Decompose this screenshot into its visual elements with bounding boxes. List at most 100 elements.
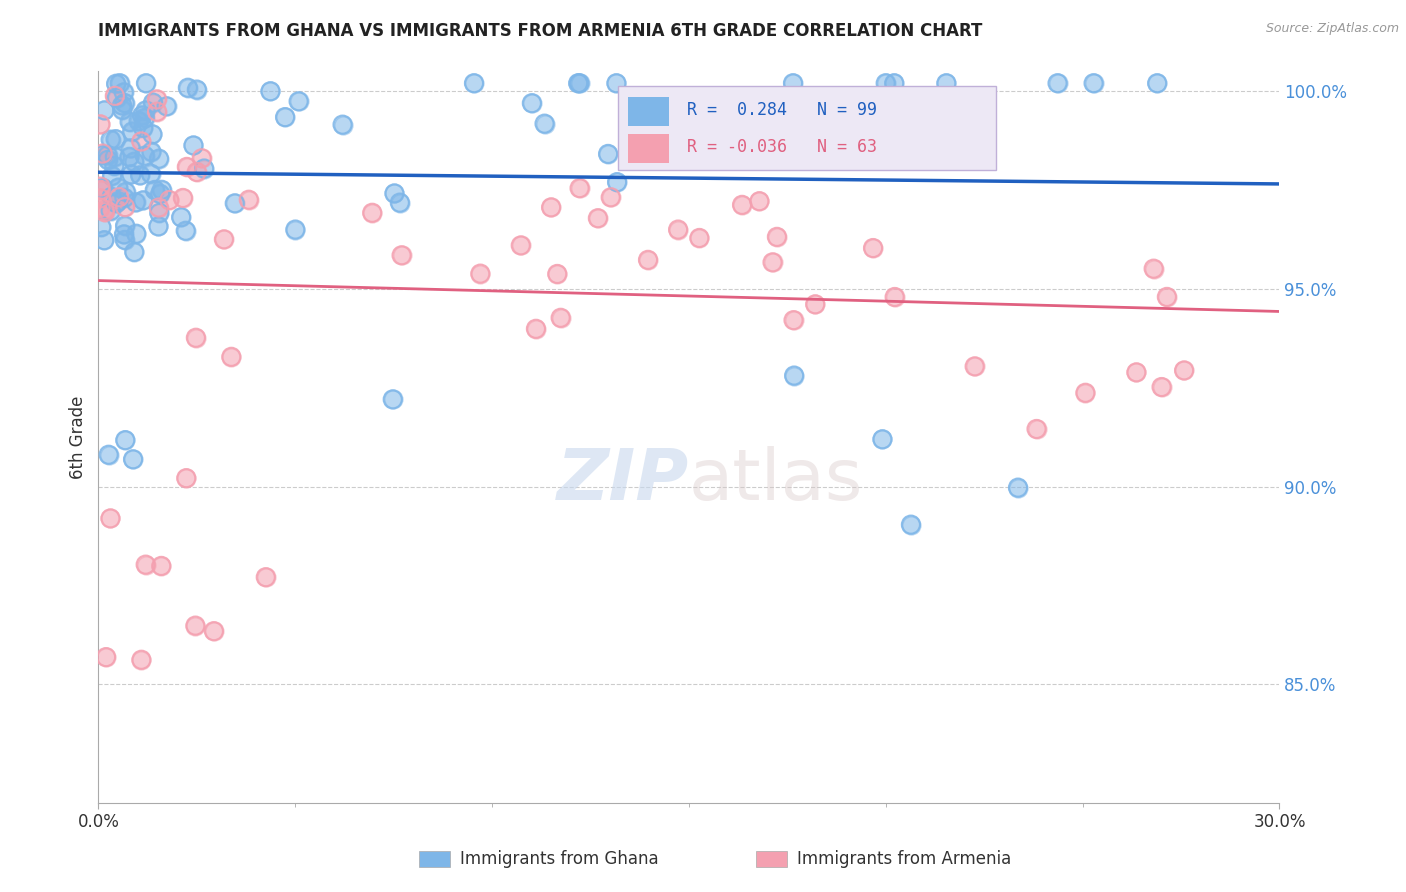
Point [782, 76, 804, 90]
Point [524, 322, 547, 336]
Point [89, 201, 111, 215]
Point [108, 76, 131, 90]
Point [761, 255, 783, 269]
Point [93, 233, 115, 247]
Point [143, 183, 166, 197]
Point [131, 108, 153, 122]
Point [284, 222, 307, 236]
Point [90, 220, 112, 235]
Point [112, 227, 135, 242]
Text: Immigrants from Ghana: Immigrants from Ghana [460, 850, 658, 868]
Point [90, 220, 112, 235]
Point [93, 205, 115, 219]
Point [509, 238, 531, 252]
Point [568, 181, 591, 195]
Point [100, 190, 122, 204]
Point [108, 190, 131, 204]
Point [108, 76, 131, 90]
Point [1074, 385, 1097, 400]
Point [155, 99, 177, 113]
Bar [627, 97, 669, 127]
Point [89, 117, 111, 131]
Point [766, 230, 789, 244]
Point [131, 653, 153, 667]
Point [174, 224, 197, 238]
Point [540, 200, 562, 214]
Point [104, 88, 127, 103]
Point [118, 150, 141, 164]
Point [91, 148, 114, 162]
Point [259, 84, 281, 98]
Point [1007, 481, 1029, 495]
Point [135, 558, 157, 572]
Point [142, 95, 165, 110]
Point [91, 181, 114, 195]
Point [122, 452, 145, 467]
Point [114, 185, 136, 199]
Point [190, 151, 212, 165]
Point [804, 297, 827, 311]
Point [125, 227, 148, 241]
Point [155, 99, 177, 113]
Point [148, 219, 170, 234]
Point [202, 624, 225, 639]
Point [567, 76, 589, 90]
Point [93, 103, 115, 118]
Point [104, 150, 127, 164]
Point [1074, 385, 1097, 400]
Point [90, 183, 112, 197]
Point [766, 230, 789, 244]
Point [134, 149, 156, 163]
Point [149, 186, 172, 201]
Point [96, 148, 118, 162]
Point [361, 206, 384, 220]
Point [139, 167, 162, 181]
Point [174, 224, 197, 238]
Point [150, 558, 173, 573]
Point [100, 511, 122, 525]
Point [540, 200, 562, 214]
Point [114, 433, 136, 447]
Point [111, 98, 134, 112]
Point [93, 233, 115, 247]
Point [114, 233, 136, 247]
Point [104, 88, 127, 103]
Point [935, 76, 957, 90]
Point [104, 132, 127, 146]
Point [1143, 261, 1166, 276]
Point [586, 211, 609, 226]
Point [125, 227, 148, 241]
Point [599, 190, 621, 204]
Point [105, 91, 128, 105]
Point [381, 392, 404, 407]
Point [129, 135, 152, 149]
Point [782, 313, 804, 327]
Text: IMMIGRANTS FROM GHANA VS IMMIGRANTS FROM ARMENIA 6TH GRADE CORRELATION CHART: IMMIGRANTS FROM GHANA VS IMMIGRANTS FROM… [98, 22, 983, 40]
Point [224, 196, 246, 211]
Point [148, 219, 170, 234]
Point [131, 108, 153, 122]
Point [384, 186, 406, 201]
Point [134, 103, 156, 118]
Point [870, 140, 893, 154]
Point [1143, 261, 1166, 276]
Point [274, 110, 297, 124]
Point [150, 558, 173, 573]
Point [97, 448, 120, 462]
Point [118, 115, 141, 129]
Point [114, 96, 136, 111]
Point [141, 128, 163, 142]
Point [128, 114, 150, 128]
Point [605, 76, 627, 90]
Point [862, 241, 884, 255]
Point [747, 140, 769, 154]
Point [120, 141, 142, 155]
Point [141, 128, 163, 142]
Point [963, 359, 986, 374]
Point [114, 96, 136, 111]
Point [129, 135, 152, 149]
Point [112, 86, 135, 100]
Point [900, 517, 922, 532]
Point [176, 160, 198, 174]
Point [287, 95, 309, 109]
